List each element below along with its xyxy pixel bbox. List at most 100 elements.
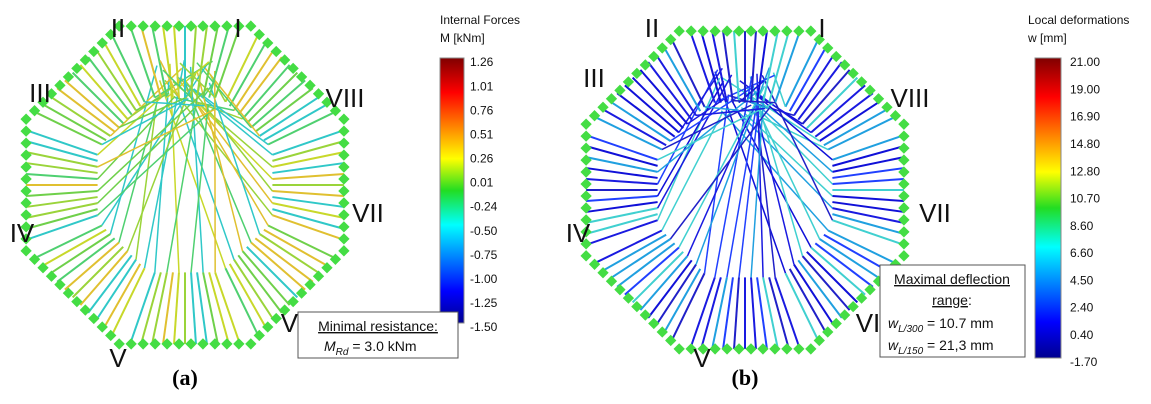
support xyxy=(20,114,31,125)
support xyxy=(338,233,349,244)
member xyxy=(191,26,196,98)
member xyxy=(225,268,258,336)
member xyxy=(721,111,828,231)
support xyxy=(338,114,349,125)
colorbar-title: M [kNm] xyxy=(440,31,485,45)
sector-label: IV xyxy=(10,218,35,248)
member xyxy=(268,225,336,258)
support xyxy=(831,318,842,329)
member xyxy=(111,34,144,102)
caption: (a) xyxy=(172,365,198,390)
colorbar-tick-label: 0.01 xyxy=(470,176,494,190)
colorbar-tick-label: 1.01 xyxy=(470,79,494,93)
colorbar-tick-label: 0.26 xyxy=(470,152,494,166)
colorbar-tick-label: -0.75 xyxy=(470,248,498,262)
member xyxy=(34,111,102,144)
colorbar-tick-label: 14.80 xyxy=(1070,137,1100,151)
member xyxy=(174,26,179,98)
support xyxy=(304,80,315,91)
support xyxy=(580,154,591,165)
member xyxy=(832,179,904,184)
support xyxy=(864,284,875,295)
support xyxy=(614,85,625,96)
support xyxy=(20,125,31,136)
support xyxy=(697,25,708,36)
colorbar xyxy=(1035,58,1061,358)
member xyxy=(26,191,98,196)
subscript: L/300 xyxy=(898,324,923,335)
sector-label: II xyxy=(111,13,125,43)
support xyxy=(221,338,232,349)
member xyxy=(671,273,704,341)
support xyxy=(898,119,909,130)
support xyxy=(709,25,720,36)
member xyxy=(715,76,752,277)
support xyxy=(20,149,31,160)
colorbar-title: Internal Forces xyxy=(440,13,520,27)
support xyxy=(209,20,220,31)
support xyxy=(125,338,136,349)
sector-label: III xyxy=(29,78,51,108)
support xyxy=(125,20,136,31)
support xyxy=(279,54,290,65)
support xyxy=(137,20,148,31)
sector-label: VIII xyxy=(325,83,364,113)
support xyxy=(233,338,244,349)
support xyxy=(271,46,282,57)
support xyxy=(221,20,232,31)
support xyxy=(338,149,349,160)
member xyxy=(785,273,818,341)
note-heading: Maximal deflection xyxy=(894,271,1010,287)
formula-text: = 21,3 mm xyxy=(923,337,993,353)
member xyxy=(832,196,904,201)
sector-label: VI xyxy=(856,308,881,338)
support xyxy=(63,287,74,298)
colorbar-tick-label: 4.50 xyxy=(1070,273,1094,287)
colorbar-tick-label: -1.70 xyxy=(1070,355,1098,369)
colorbar-tick-label: 0.76 xyxy=(470,103,494,117)
support xyxy=(245,20,256,31)
support xyxy=(88,46,99,57)
support xyxy=(80,304,91,315)
member xyxy=(174,272,179,344)
support xyxy=(709,343,720,354)
member xyxy=(34,225,102,258)
colorbar xyxy=(440,58,464,323)
support xyxy=(640,309,651,320)
sector-label: VII xyxy=(352,198,384,228)
support xyxy=(209,338,220,349)
support xyxy=(338,209,349,220)
support xyxy=(769,25,780,36)
support xyxy=(864,85,875,96)
colorbar-tick-label: 0.51 xyxy=(470,127,494,141)
colorbar-tick-label: 19.00 xyxy=(1070,82,1100,96)
member xyxy=(272,191,344,196)
caption: (b) xyxy=(732,365,759,390)
member xyxy=(26,174,98,179)
sector-label: III xyxy=(583,63,605,93)
support xyxy=(580,250,591,261)
member xyxy=(586,196,658,201)
sector-label: V xyxy=(109,343,127,373)
support xyxy=(54,279,65,290)
support xyxy=(793,25,804,36)
support xyxy=(149,20,160,31)
heading-part: range xyxy=(932,292,968,308)
colorbar-tick-label: 10.70 xyxy=(1070,192,1100,206)
formula-text: = 3.0 kNm xyxy=(348,338,416,354)
member xyxy=(594,230,662,263)
support xyxy=(898,154,909,165)
support xyxy=(781,25,792,36)
member xyxy=(785,39,818,107)
member xyxy=(828,230,896,263)
support xyxy=(839,59,850,70)
member xyxy=(272,174,344,179)
member xyxy=(191,105,208,272)
member xyxy=(203,66,259,136)
colorbar-tick-label: -0.24 xyxy=(470,200,498,214)
support xyxy=(805,25,816,36)
member xyxy=(225,34,258,102)
support xyxy=(137,338,148,349)
colorbar-tick-label: -1.50 xyxy=(470,320,498,334)
sector-label: V xyxy=(693,343,711,373)
